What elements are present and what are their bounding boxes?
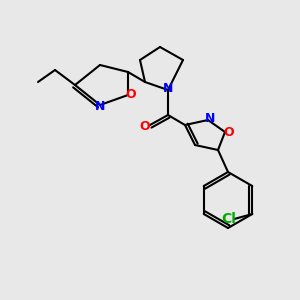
Text: O: O [126, 88, 136, 101]
Text: O: O [224, 125, 234, 139]
Text: N: N [163, 82, 173, 95]
Text: N: N [205, 112, 215, 124]
Text: Cl: Cl [221, 212, 236, 226]
Text: O: O [140, 119, 150, 133]
Text: N: N [95, 100, 105, 112]
